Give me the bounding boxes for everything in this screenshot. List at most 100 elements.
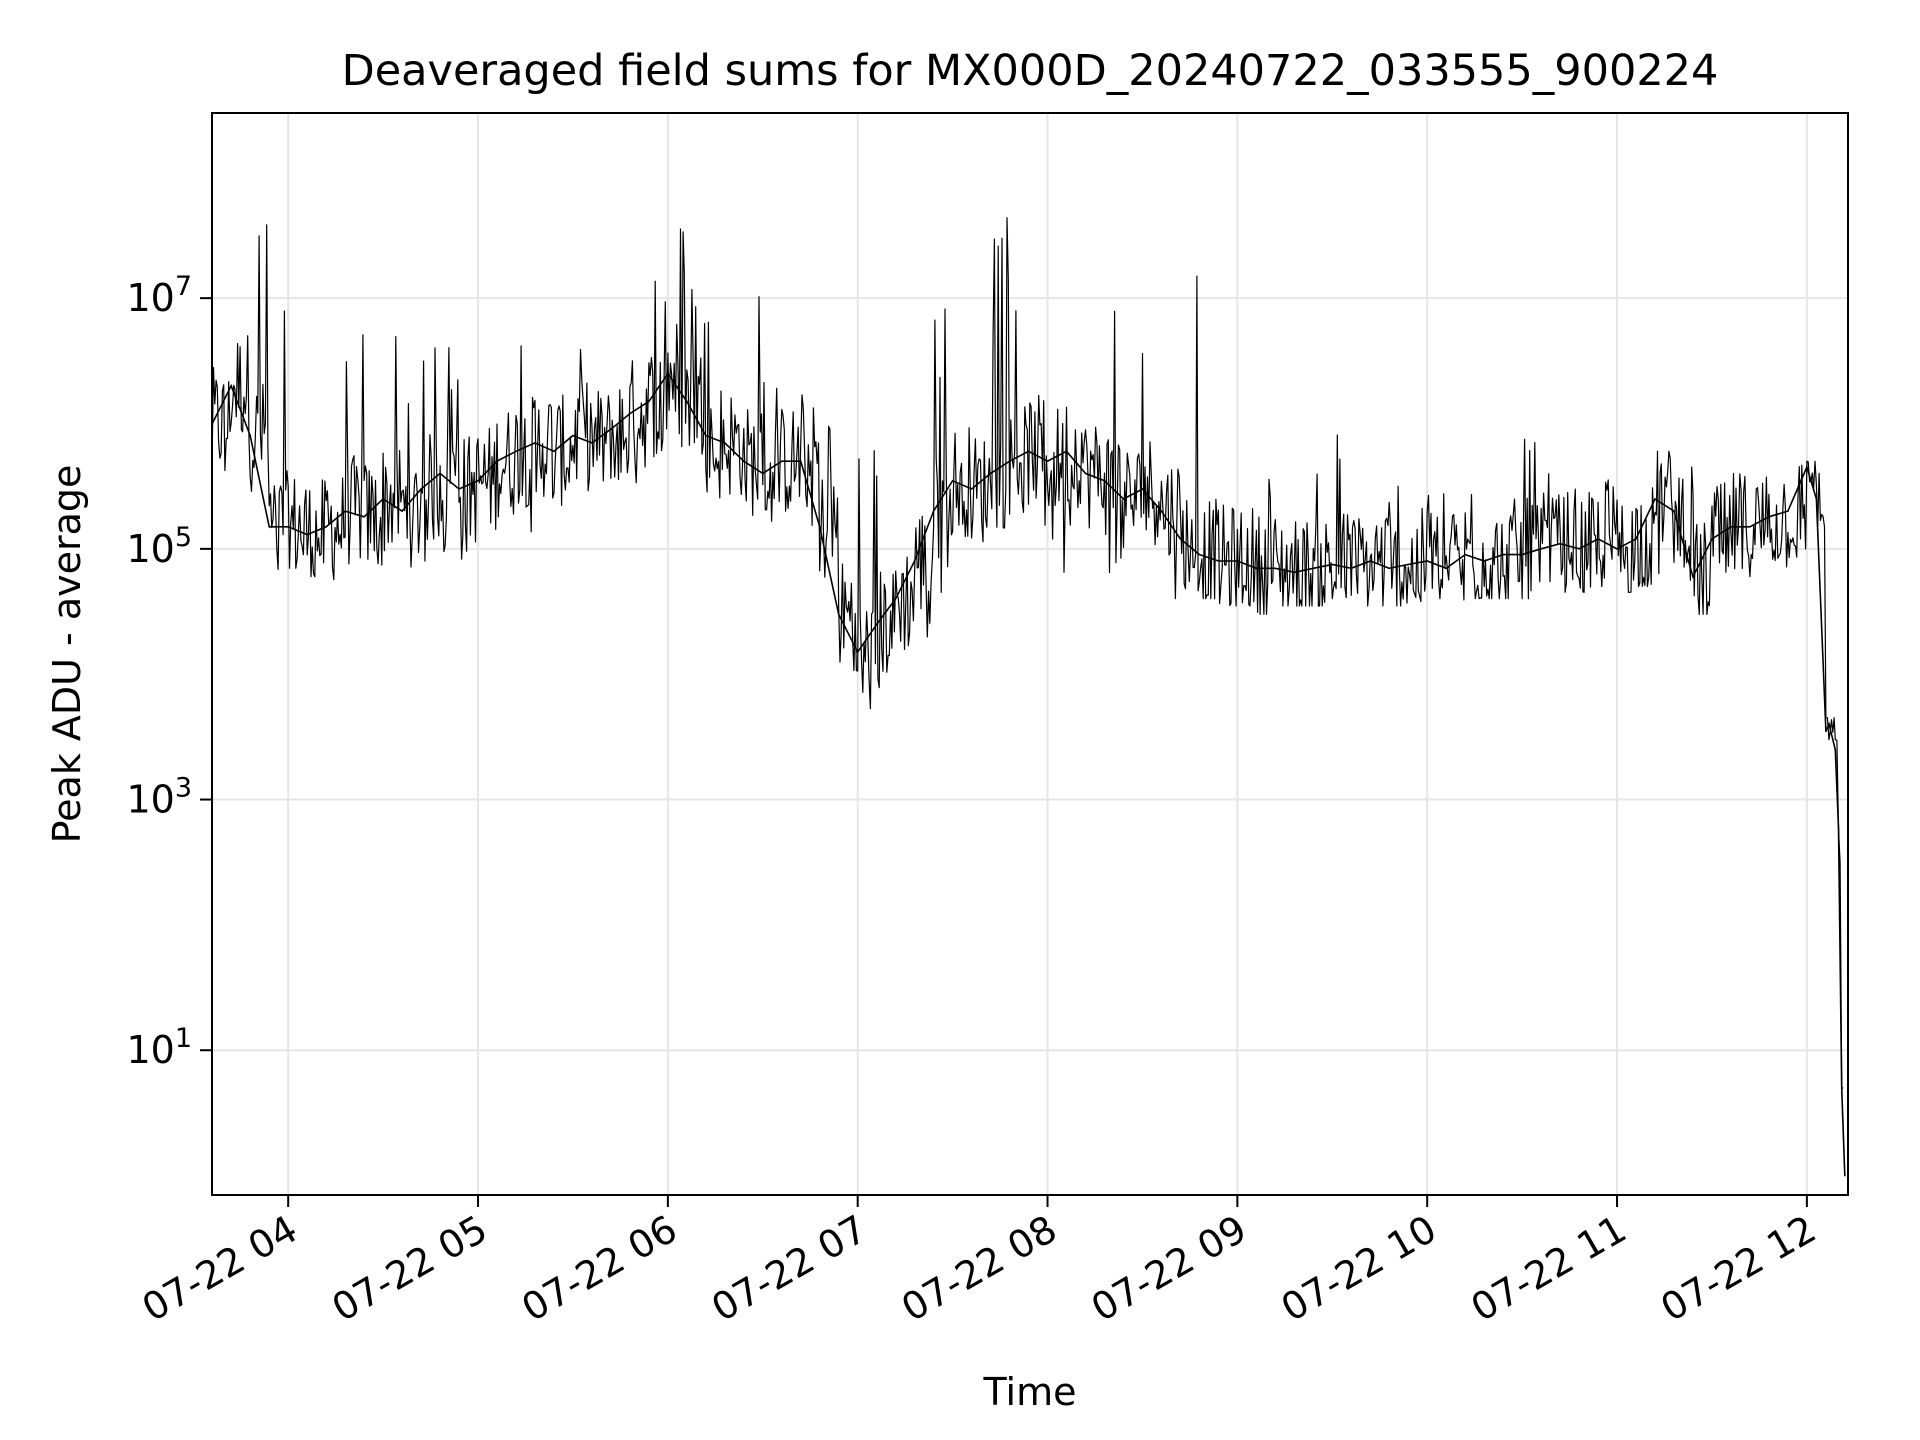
data-point bbox=[837, 613, 840, 616]
data-point bbox=[1369, 560, 1372, 562]
data-point bbox=[1407, 563, 1409, 566]
noise-trace bbox=[211, 217, 1844, 1089]
data-point bbox=[1578, 548, 1580, 550]
data-point bbox=[1122, 498, 1125, 500]
data-point bbox=[1445, 567, 1447, 570]
data-point bbox=[553, 450, 555, 453]
series-line bbox=[211, 372, 1846, 1176]
data-point bbox=[743, 460, 745, 463]
data-point bbox=[1840, 1087, 1843, 1089]
data-point bbox=[951, 479, 954, 482]
data-point bbox=[401, 510, 403, 512]
data-point bbox=[762, 472, 764, 475]
data-point bbox=[1388, 567, 1390, 570]
data-point bbox=[1597, 538, 1599, 540]
data-point bbox=[534, 442, 536, 444]
data-point bbox=[591, 442, 593, 444]
data-point bbox=[1806, 466, 1808, 468]
data-point bbox=[705, 434, 707, 437]
data-point bbox=[496, 460, 498, 463]
data-point bbox=[1483, 560, 1485, 562]
data-point bbox=[856, 651, 859, 653]
data-point bbox=[1160, 510, 1163, 512]
data-point bbox=[686, 400, 688, 403]
data-point bbox=[1837, 826, 1840, 829]
data-point bbox=[894, 597, 897, 600]
data-point bbox=[230, 385, 232, 387]
data-point bbox=[249, 434, 251, 437]
data-point bbox=[629, 412, 631, 415]
data-point bbox=[1198, 553, 1201, 556]
data-point bbox=[1540, 548, 1542, 550]
data-point bbox=[1815, 498, 1818, 500]
chart-title: Deaveraged field sums for MX000D_2024072… bbox=[342, 46, 1719, 96]
data-point bbox=[781, 460, 783, 463]
x-axis-label: Time bbox=[983, 1370, 1077, 1414]
data-point bbox=[1065, 450, 1068, 453]
data-point bbox=[1027, 450, 1030, 453]
data-point bbox=[1834, 748, 1837, 751]
data-point bbox=[1464, 553, 1466, 556]
plot-frame bbox=[211, 112, 1849, 1196]
data-point bbox=[515, 450, 517, 453]
y-axis-label: Peak ADU - average bbox=[45, 465, 89, 844]
data-point bbox=[818, 526, 821, 528]
data-point bbox=[932, 510, 935, 512]
data-point bbox=[1828, 723, 1830, 725]
data-point bbox=[439, 472, 441, 475]
data-point bbox=[1141, 488, 1144, 490]
data-point bbox=[913, 560, 916, 562]
data-point bbox=[1825, 730, 1827, 733]
data-point bbox=[572, 434, 574, 437]
data-point bbox=[363, 516, 365, 518]
data-point bbox=[1046, 460, 1049, 463]
data-point bbox=[1730, 526, 1732, 528]
data-point bbox=[970, 488, 973, 490]
data-point bbox=[1673, 510, 1675, 512]
y-tick-label: 107 bbox=[126, 271, 192, 320]
data-point bbox=[1616, 548, 1618, 550]
data-point bbox=[477, 479, 479, 482]
data-point bbox=[306, 533, 309, 536]
data-point bbox=[1559, 542, 1561, 545]
data-point bbox=[1008, 460, 1011, 463]
data-point bbox=[1217, 560, 1220, 562]
data-point bbox=[1654, 498, 1656, 500]
data-point bbox=[1692, 575, 1694, 578]
data-point bbox=[1426, 560, 1428, 562]
data-point bbox=[1350, 567, 1353, 570]
data-point bbox=[268, 526, 271, 528]
data-line bbox=[211, 372, 1846, 1177]
y-tick-label: 103 bbox=[126, 773, 192, 822]
data-point bbox=[1293, 571, 1296, 574]
data-point bbox=[724, 442, 726, 444]
data-point bbox=[648, 400, 650, 403]
data-point bbox=[344, 510, 346, 512]
data-point bbox=[325, 526, 328, 528]
data-point bbox=[1635, 538, 1637, 540]
data-point bbox=[610, 428, 612, 431]
grid bbox=[212, 113, 1848, 1195]
data-point bbox=[1179, 538, 1182, 540]
data-point bbox=[875, 623, 878, 626]
data-point bbox=[1502, 553, 1504, 556]
y-tick-label: 101 bbox=[126, 1023, 192, 1072]
data-point bbox=[1312, 567, 1315, 570]
data-point bbox=[1331, 563, 1334, 566]
data-point bbox=[1236, 560, 1239, 562]
data-point bbox=[799, 460, 802, 463]
data-point bbox=[1844, 1174, 1846, 1177]
data-point bbox=[1274, 567, 1277, 570]
y-axis-ticks: 101 103 105 107 bbox=[126, 271, 212, 1072]
data-spikes bbox=[211, 217, 1844, 1089]
data-point bbox=[1103, 479, 1106, 482]
data-point bbox=[667, 372, 669, 375]
data-point bbox=[1084, 472, 1087, 475]
data-point bbox=[420, 488, 422, 490]
y-tick-label: 105 bbox=[126, 522, 192, 571]
data-point bbox=[1711, 538, 1713, 540]
data-point bbox=[1749, 526, 1751, 528]
data-point bbox=[1521, 553, 1523, 556]
